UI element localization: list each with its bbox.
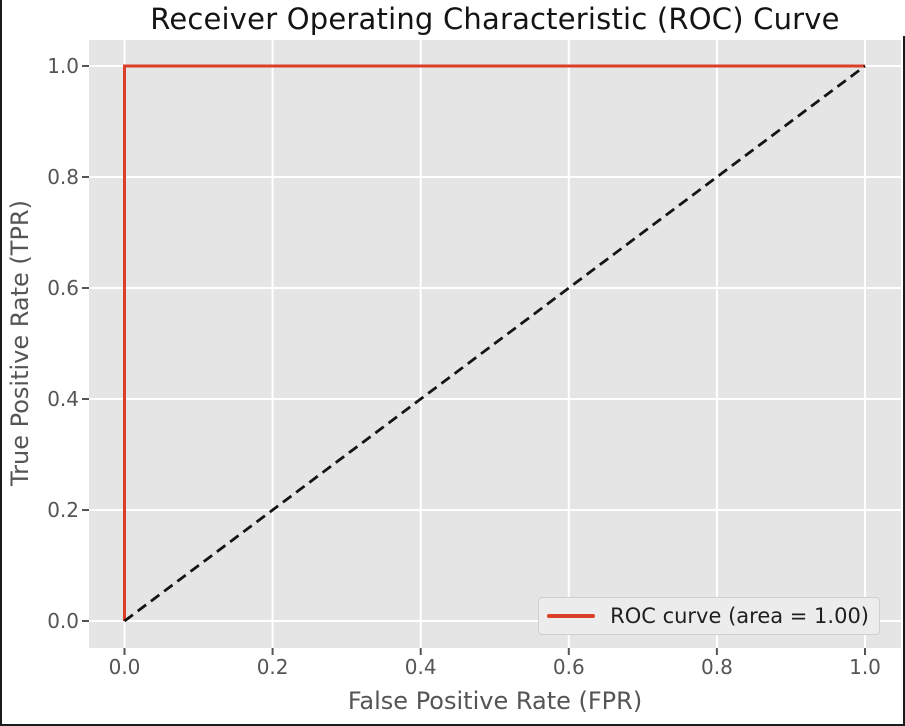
y-tick-label: 0.4	[47, 387, 79, 411]
y-tick-label: 1.0	[47, 54, 79, 78]
chart-plot-svg	[82, 40, 901, 655]
y-tick-label: 0.8	[47, 165, 79, 189]
x-tick-label: 0.4	[404, 655, 437, 679]
x-tick-label: 1.0	[849, 655, 881, 679]
y-tick-label: 0.0	[47, 609, 79, 633]
screenshot-left-edge	[0, 0, 2, 726]
legend-label: ROC curve (area = 1.00)	[610, 604, 869, 628]
x-tick-label: 0.2	[256, 655, 289, 679]
y-axis-label: True Positive Rate (TPR)	[6, 200, 34, 486]
chart-title: Receiver Operating Characteristic (ROC) …	[150, 2, 840, 36]
y-tick-label: 0.6	[47, 276, 79, 300]
legend-box: ROC curve (area = 1.00)	[538, 597, 880, 635]
y-tick-label: 0.2	[47, 498, 79, 522]
screenshot-bottom-edge	[0, 724, 905, 726]
x-tick-label: 0.0	[108, 655, 141, 679]
plot-area: ROC curve (area = 1.00)	[82, 40, 901, 655]
roc-curve-line	[123, 64, 865, 621]
x-tick-label: 0.8	[700, 655, 733, 679]
x-axis-label: False Positive Rate (FPR)	[347, 687, 643, 715]
screenshot-right-edge	[903, 36, 905, 726]
legend-line-sample-icon	[547, 614, 596, 618]
x-tick-label: 0.6	[552, 655, 585, 679]
chance-diagonal-line	[123, 64, 866, 623]
